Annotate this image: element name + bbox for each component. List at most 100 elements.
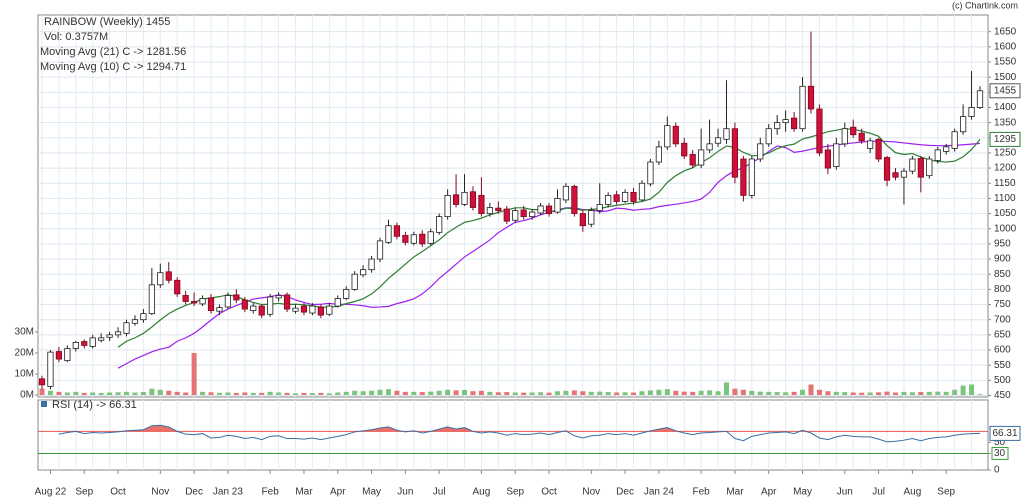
candle-body — [917, 158, 924, 178]
volume-bar — [166, 390, 172, 395]
overbought-fill — [58, 425, 980, 432]
legend-entry: Moving Avg (10) C -> 1294.71 — [40, 61, 186, 73]
candle-body — [131, 319, 139, 324]
candle-body — [951, 131, 958, 149]
x-tick-label: Mar — [726, 487, 744, 498]
x-tick-label: Jan 23 — [213, 487, 243, 498]
volume-bar — [149, 388, 155, 395]
volume-bar — [242, 392, 248, 395]
x-tick-label: Jul — [872, 487, 885, 498]
candle-body — [360, 269, 367, 276]
volume-bar — [140, 392, 146, 395]
candle-body — [486, 207, 493, 214]
chart-title: RAINBOW (Weekly) 1455 — [44, 16, 170, 28]
volume-bar — [352, 390, 358, 395]
x-tick-label: Mar — [295, 487, 313, 498]
volume-bar — [876, 392, 882, 395]
volume-bar — [816, 389, 822, 395]
volume-bar — [369, 390, 375, 395]
candle-body — [926, 158, 933, 177]
volume-bar — [183, 392, 189, 395]
candle-body — [233, 294, 240, 301]
candle-body — [858, 132, 865, 142]
volume-bar — [132, 392, 138, 395]
y-tick-label: 500 — [994, 375, 1011, 386]
volume-bar — [622, 392, 628, 395]
candle-body — [191, 301, 198, 304]
x-tick-label: Jul — [433, 487, 446, 498]
candle-body — [959, 116, 967, 133]
volume-bar — [81, 392, 87, 395]
candle-body — [292, 307, 299, 312]
volume-bar — [901, 391, 907, 395]
volume-label: Vol: 0.3757M — [44, 31, 108, 43]
volume-bar — [56, 391, 62, 395]
volume-bar — [647, 390, 653, 395]
x-tick-label: Apr — [761, 487, 777, 498]
volume-bar — [571, 390, 577, 395]
volume-bar — [952, 389, 958, 395]
volume-bar — [757, 391, 763, 395]
x-tick-label: Jun — [397, 487, 413, 498]
volume-bar — [715, 391, 721, 395]
volume-bar — [512, 392, 518, 395]
candle-body — [469, 191, 477, 208]
candle-body — [765, 128, 772, 145]
candle-body — [174, 279, 181, 295]
candle-body — [436, 216, 443, 233]
candle-body — [774, 122, 781, 130]
candle-body — [165, 271, 172, 281]
volume-bar — [267, 391, 273, 395]
volume-bar — [107, 392, 113, 395]
candle-body — [343, 288, 350, 299]
candle-body — [664, 125, 671, 148]
source: (c) Chartink.com — [952, 0, 1018, 10]
y-tick-label: 1100 — [994, 193, 1016, 204]
volume-bar — [732, 388, 738, 395]
candle-body — [351, 273, 358, 290]
volume-bar — [808, 384, 814, 395]
volume-bar — [892, 392, 898, 395]
candle-body — [554, 198, 561, 213]
volume-bar — [259, 392, 265, 395]
volume-tick-label: 0M — [20, 390, 34, 401]
volume-bar — [250, 392, 256, 395]
candle-body — [64, 348, 71, 362]
x-tick-label: Apr — [330, 487, 346, 498]
y-tick-label: 1250 — [994, 148, 1017, 159]
volume-bar — [563, 390, 569, 395]
candle-body — [520, 209, 527, 218]
volume-bar — [791, 391, 797, 395]
x-tick-label: Aug — [473, 487, 491, 498]
volume-bar — [445, 389, 451, 395]
rsi-legend: RSI (14) -> 66.31 — [52, 399, 137, 411]
candle-body — [326, 305, 333, 315]
volume-bar — [859, 392, 865, 395]
candle-body — [672, 125, 679, 145]
volume-bar — [436, 390, 442, 395]
volume-bar — [360, 391, 366, 395]
candle-body — [698, 149, 705, 166]
volume-bar — [402, 391, 408, 395]
candle-body — [402, 235, 409, 243]
candle-body — [740, 158, 747, 196]
candle-body — [123, 322, 130, 334]
y-tick-label: 650 — [994, 329, 1011, 340]
y-tick-label: 750 — [994, 299, 1011, 310]
y-tick-label: 700 — [994, 314, 1011, 325]
x-tick-label: May — [793, 487, 812, 498]
volume-bar — [428, 391, 434, 395]
rsi-tick-label: 0 — [994, 465, 1000, 476]
y-tick-label: 1050 — [994, 208, 1017, 219]
volume-bar — [766, 391, 772, 395]
y-tick-label: 1550 — [994, 57, 1017, 68]
candle-body — [444, 194, 451, 218]
candle-body — [106, 334, 113, 338]
y-tick-label: 1150 — [994, 178, 1016, 189]
volume-bar — [478, 390, 484, 395]
candle-body — [376, 240, 384, 260]
volume-bar — [174, 391, 180, 395]
candle-body — [647, 161, 654, 185]
volume-bar — [943, 391, 949, 395]
